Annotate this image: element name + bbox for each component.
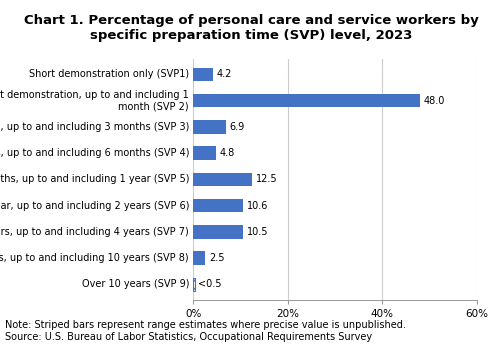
Bar — [193, 172, 252, 186]
Text: 4.2: 4.2 — [216, 69, 232, 79]
Text: 10.5: 10.5 — [246, 227, 268, 237]
Text: 10.6: 10.6 — [246, 201, 268, 211]
Text: <0.5: <0.5 — [198, 279, 221, 289]
Text: Note: Striped bars represent range estimates where precise value is unpublished.: Note: Striped bars represent range estim… — [5, 320, 405, 342]
Bar — [193, 278, 194, 291]
Text: 12.5: 12.5 — [256, 175, 277, 184]
Text: 2.5: 2.5 — [208, 253, 224, 263]
Bar — [193, 251, 205, 265]
Bar — [193, 225, 242, 239]
Bar — [193, 94, 419, 108]
Text: 48.0: 48.0 — [423, 96, 444, 106]
Bar — [193, 120, 225, 134]
Bar — [193, 199, 243, 213]
Text: 4.8: 4.8 — [219, 148, 234, 158]
Text: Chart 1. Percentage of personal care and service workers by
specific preparation: Chart 1. Percentage of personal care and… — [24, 14, 477, 42]
Bar — [193, 146, 215, 160]
Bar — [193, 68, 213, 81]
Text: 6.9: 6.9 — [229, 122, 244, 132]
